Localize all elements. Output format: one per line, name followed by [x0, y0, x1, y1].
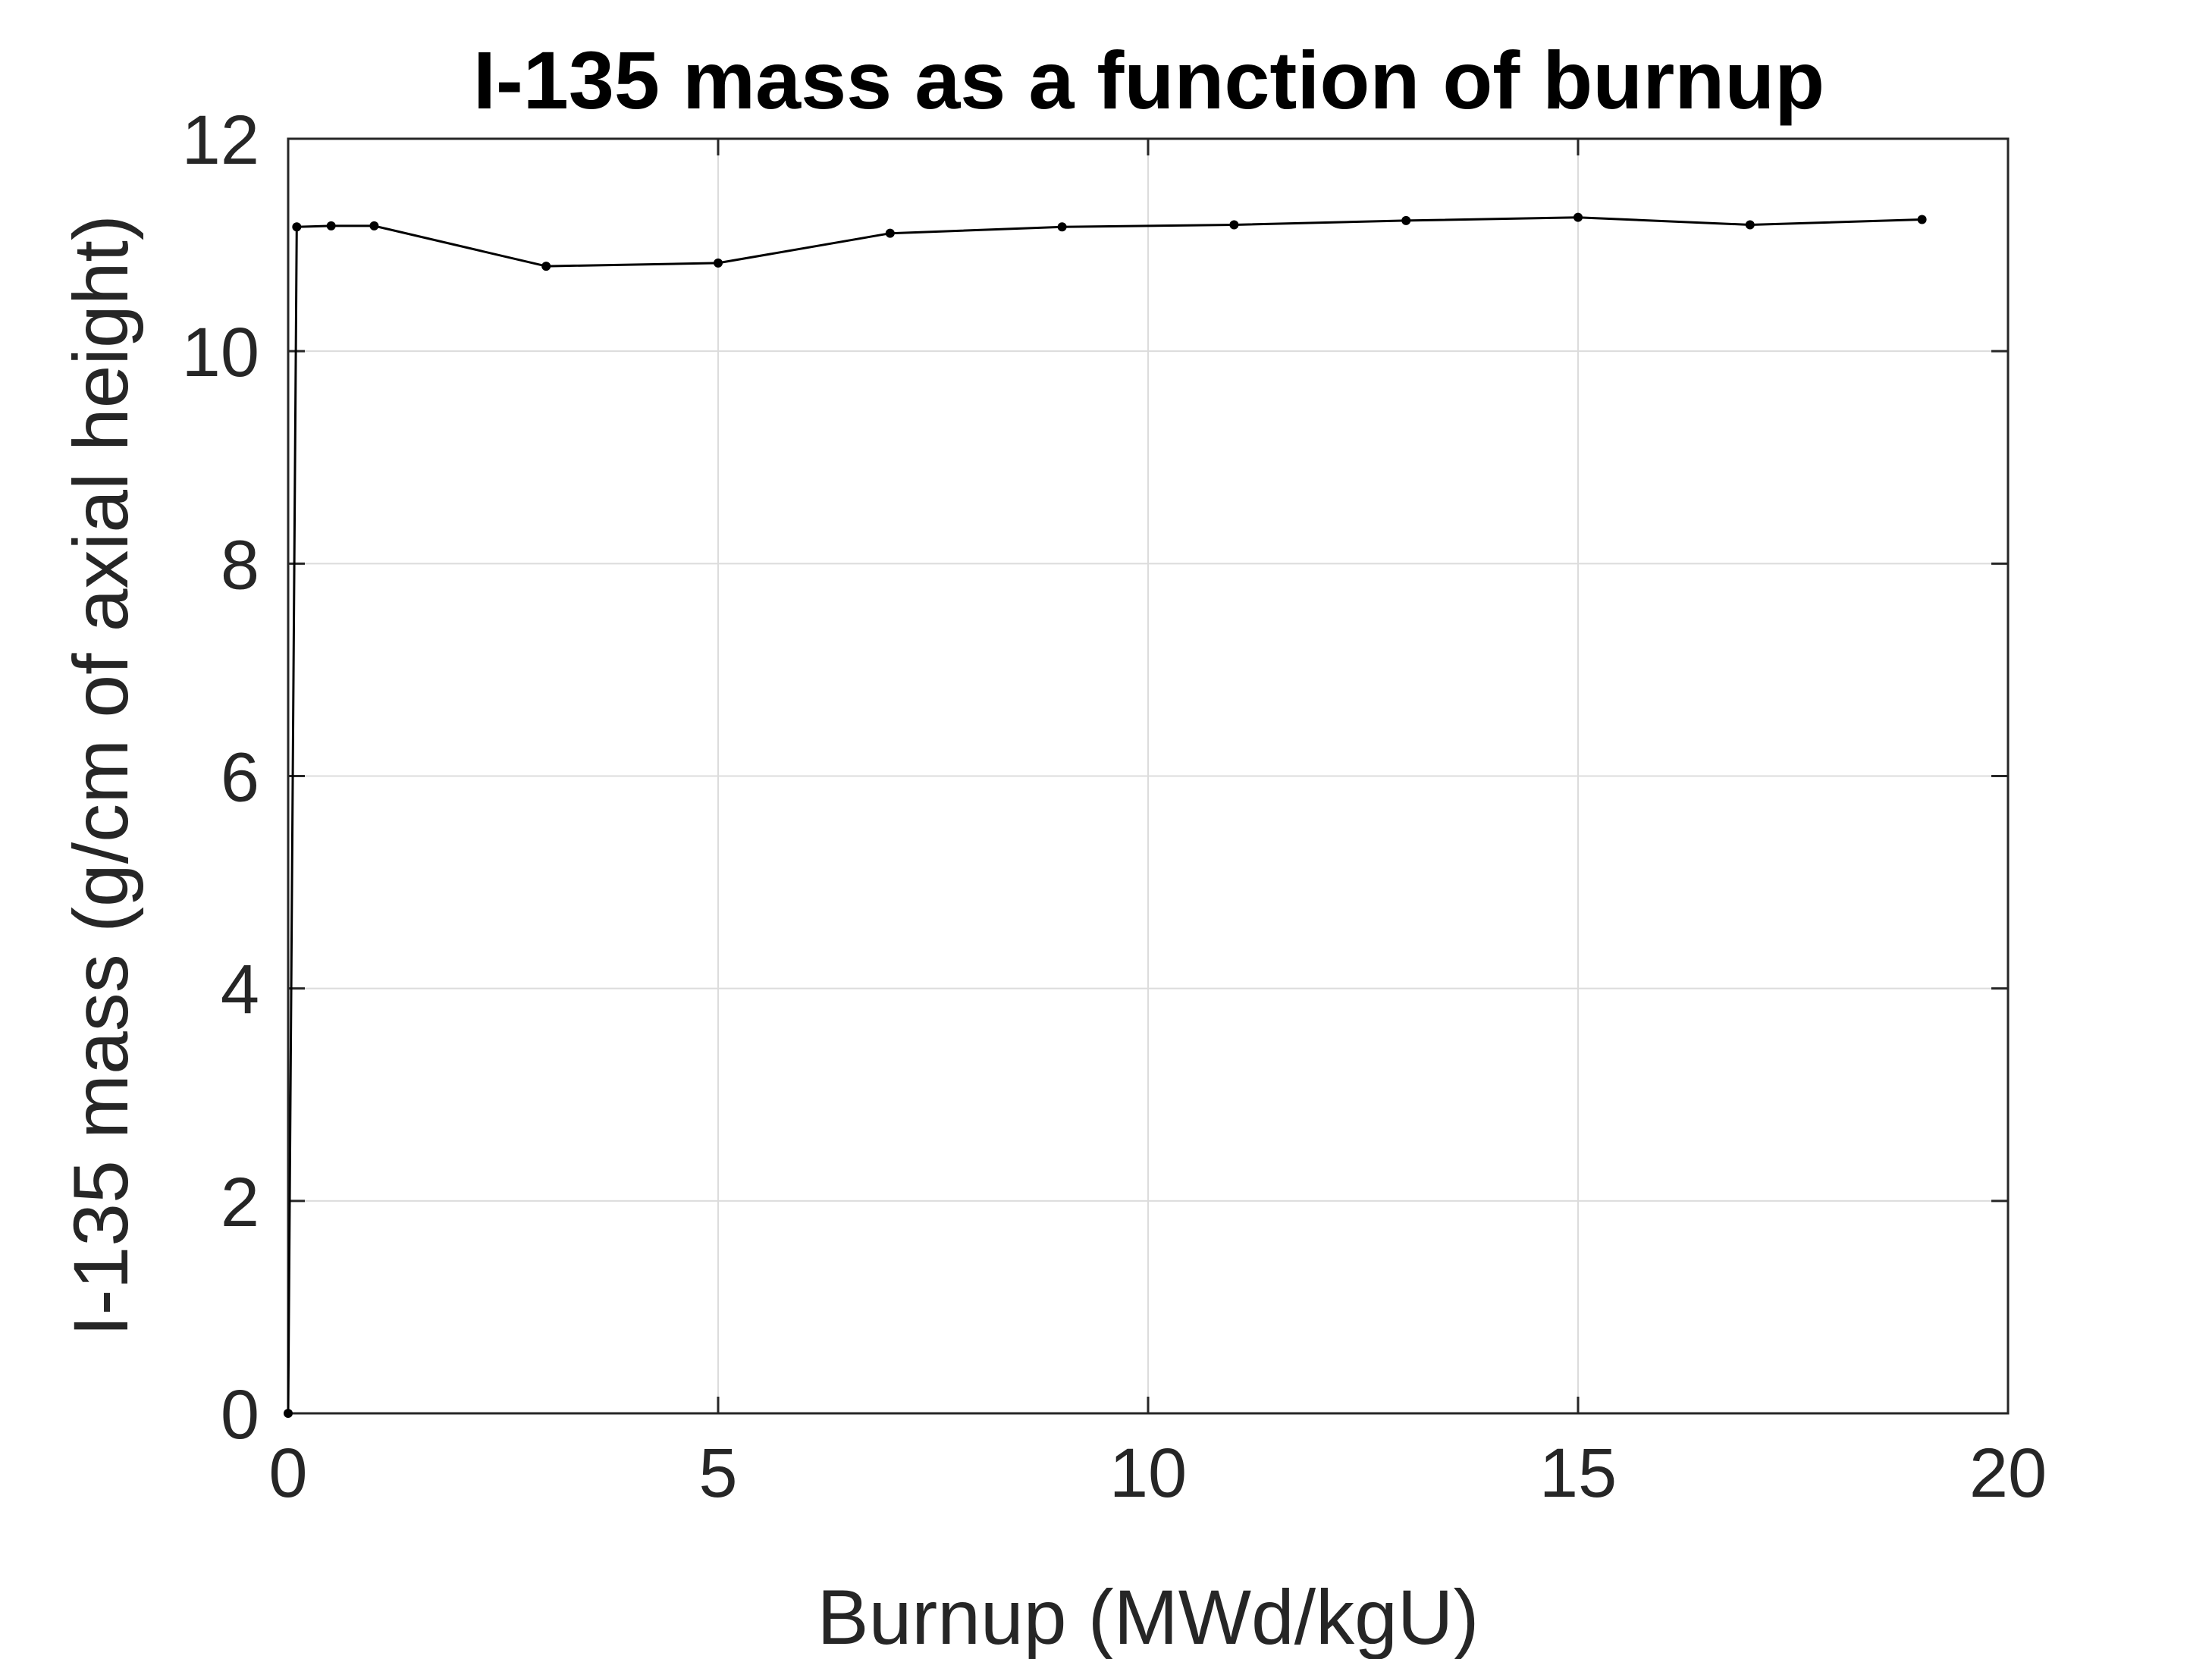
x-axis-label: Burnup (MWd/kgU) — [817, 1574, 1479, 1659]
tick-labels: 0 5 10 15 20 0 2 4 6 8 10 12 — [182, 102, 2047, 1512]
y-tick-label: 8 — [221, 526, 259, 604]
x-tick-label: 5 — [698, 1435, 737, 1512]
data-point — [326, 221, 336, 231]
data-point — [885, 228, 895, 238]
y-tick-label: 0 — [221, 1376, 259, 1454]
series — [284, 212, 1927, 1418]
series-line — [287, 216, 1922, 1414]
y-tick-label: 12 — [182, 102, 259, 179]
plot-area-frame — [287, 137, 2010, 1415]
x-tick-label: 10 — [1109, 1435, 1187, 1512]
y-tick-label: 4 — [221, 952, 259, 1029]
y-axis-label: I-135 mass (g/cm of axial height) — [58, 215, 144, 1337]
y-tick-label: 2 — [221, 1164, 259, 1241]
y-tick-label: 10 — [182, 314, 259, 391]
x-tick-label: 0 — [268, 1435, 307, 1512]
data-point — [369, 221, 379, 231]
data-point — [1057, 222, 1067, 232]
data-point — [1917, 215, 1927, 224]
grid — [288, 139, 2008, 1413]
data-point — [1745, 220, 1755, 230]
data-point — [1401, 215, 1411, 225]
x-tick-label: 15 — [1539, 1435, 1617, 1512]
y-tick-label: 6 — [221, 739, 259, 817]
data-point — [1229, 220, 1239, 230]
data-point — [292, 222, 302, 232]
x-tick-label: 20 — [1969, 1435, 2047, 1512]
data-point — [714, 258, 723, 268]
chart-title: I-135 mass as a function of burnup — [473, 34, 1825, 126]
data-point — [1574, 212, 1583, 222]
data-point — [541, 262, 551, 271]
data-point — [284, 1409, 293, 1418]
